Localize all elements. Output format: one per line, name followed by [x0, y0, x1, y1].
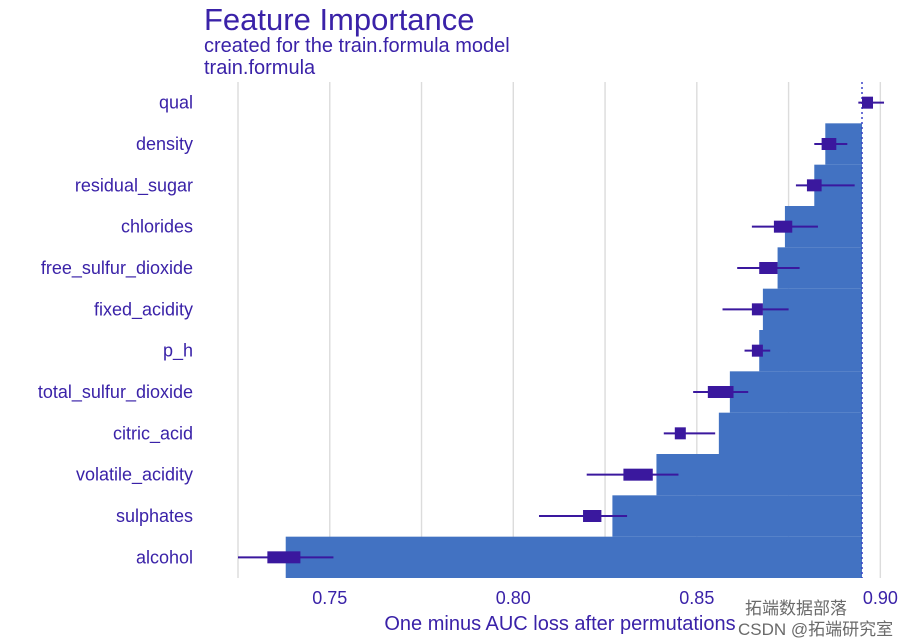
- boxplot-free_sulfur_dioxide: [737, 262, 800, 274]
- boxplot-sulphates: [538, 510, 628, 522]
- boxplot-box: [674, 427, 686, 440]
- boxplot-box: [707, 386, 734, 398]
- boxplot-alcohol: [238, 551, 334, 564]
- category-label: citric_acid: [113, 423, 193, 444]
- boxplot-box: [773, 220, 793, 233]
- boxplot-box: [759, 262, 778, 274]
- boxplot-volatile_acidity: [586, 468, 679, 481]
- boxplot-box: [806, 179, 822, 192]
- category-label: p_h: [163, 341, 193, 362]
- category-label: chlorides: [121, 217, 193, 237]
- boxplot-citric_acid: [663, 427, 716, 440]
- boxplot-density: [814, 138, 848, 150]
- boxplot-p_h: [744, 344, 771, 357]
- watermark-line-2: CSDN @拓端研究室: [738, 620, 894, 639]
- boxplot-box: [751, 344, 763, 357]
- chart-title: Feature Importance: [204, 2, 475, 37]
- boxplot-box: [583, 510, 602, 522]
- x-tick-label: 0.75: [312, 588, 347, 608]
- boxplot-box: [267, 551, 301, 564]
- boxplot-box: [751, 303, 763, 316]
- boxplot-qual: [858, 96, 885, 109]
- boxplot-total_sulfur_dioxide: [693, 386, 749, 398]
- category-label: total_sulfur_dioxide: [38, 382, 193, 403]
- boxplot-layer: [238, 96, 885, 564]
- category-label: volatile_acidity: [76, 465, 193, 486]
- bar-citric_acid: [718, 412, 862, 454]
- x-tick-label: 0.80: [496, 588, 531, 608]
- bar-volatile_acidity: [656, 454, 862, 496]
- boxplot-residual_sugar: [795, 179, 855, 192]
- category-label: free_sulfur_dioxide: [41, 258, 193, 279]
- watermark-line-1: 拓端数据部落: [745, 599, 847, 618]
- boxplot-box: [862, 96, 874, 109]
- chart-subtitle: created for the train.formula model: [204, 35, 510, 57]
- category-label: alcohol: [136, 547, 193, 567]
- bar-p_h: [759, 330, 862, 372]
- boxplot-box: [623, 468, 653, 481]
- x-tick-label: 0.90: [863, 588, 898, 608]
- category-label: fixed_acidity: [94, 299, 193, 320]
- category-label: residual_sugar: [75, 175, 193, 196]
- boxplot-fixed_acidity: [722, 303, 789, 316]
- category-label: qual: [159, 93, 193, 113]
- panel-label: train.formula: [204, 57, 316, 79]
- x-tick-layer: 0.75 0.80 0.85 0.90: [312, 588, 898, 608]
- bar-sulphates: [612, 495, 862, 537]
- boxplot-box: [821, 138, 837, 150]
- bar-total_sulfur_dioxide: [729, 371, 862, 413]
- category-label: density: [136, 134, 193, 154]
- category-label-layer: qual density residual_sugar chlorides free_s…: [38, 93, 193, 568]
- category-label: sulphates: [116, 506, 193, 526]
- x-axis-title: One minus AUC loss after permutations: [384, 613, 735, 635]
- bar-alcohol: [285, 536, 862, 578]
- bar-layer: [285, 123, 862, 578]
- x-tick-label: 0.85: [679, 588, 714, 608]
- boxplot-chlorides: [751, 220, 818, 233]
